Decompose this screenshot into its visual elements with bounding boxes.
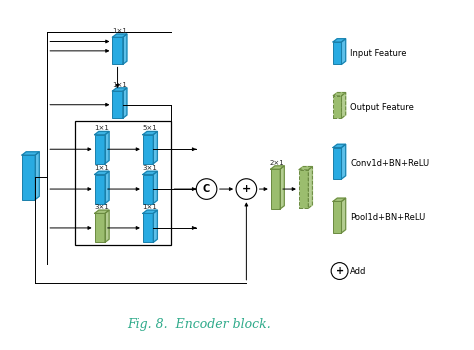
Bar — [112, 91, 123, 118]
Polygon shape — [153, 210, 157, 243]
Text: 1×1: 1×1 — [112, 28, 127, 34]
Text: Pool1d+BN+ReLU: Pool1d+BN+ReLU — [350, 213, 426, 222]
Polygon shape — [105, 210, 109, 243]
Bar — [271, 169, 280, 209]
Text: Add: Add — [350, 267, 367, 275]
Polygon shape — [95, 132, 109, 135]
Circle shape — [331, 262, 348, 279]
Polygon shape — [35, 152, 39, 200]
Polygon shape — [112, 88, 127, 91]
Bar — [143, 175, 153, 204]
Polygon shape — [22, 152, 39, 155]
Text: +: + — [242, 184, 251, 194]
Text: Input Feature: Input Feature — [350, 49, 407, 58]
Text: 5×1: 5×1 — [143, 125, 157, 132]
Text: 3×1: 3×1 — [142, 165, 157, 171]
Bar — [333, 96, 341, 118]
Bar — [95, 175, 105, 204]
Polygon shape — [333, 92, 346, 96]
Polygon shape — [153, 171, 157, 204]
Polygon shape — [341, 198, 346, 233]
Text: +: + — [336, 266, 344, 276]
Bar — [333, 42, 341, 64]
Polygon shape — [341, 144, 346, 179]
Polygon shape — [143, 171, 157, 175]
Text: 2×1: 2×1 — [270, 160, 285, 166]
Bar — [22, 155, 35, 200]
Text: Conv1d+BN+ReLU: Conv1d+BN+ReLU — [350, 159, 429, 168]
Bar — [75, 121, 172, 245]
Polygon shape — [341, 92, 346, 118]
Polygon shape — [153, 132, 157, 164]
Polygon shape — [105, 132, 109, 164]
Polygon shape — [333, 198, 346, 201]
Text: 1×1: 1×1 — [112, 82, 127, 88]
Polygon shape — [308, 167, 312, 208]
Polygon shape — [280, 166, 284, 209]
Bar — [333, 201, 341, 233]
Text: 1×1: 1×1 — [94, 125, 109, 132]
Polygon shape — [143, 210, 157, 214]
Bar — [299, 170, 308, 208]
Polygon shape — [333, 144, 346, 148]
Polygon shape — [123, 88, 127, 118]
Polygon shape — [95, 171, 109, 175]
Circle shape — [196, 179, 217, 199]
Polygon shape — [333, 39, 346, 42]
Bar — [333, 148, 341, 179]
Text: Output Feature: Output Feature — [350, 103, 414, 112]
Polygon shape — [123, 34, 127, 64]
Polygon shape — [112, 34, 127, 37]
Bar — [95, 214, 105, 243]
Polygon shape — [95, 210, 109, 214]
Bar — [95, 135, 105, 164]
Polygon shape — [271, 166, 284, 169]
Text: 3×1: 3×1 — [94, 204, 109, 210]
Text: Fig. 8.  Encoder block.: Fig. 8. Encoder block. — [128, 318, 272, 331]
Bar — [143, 135, 153, 164]
Bar — [143, 214, 153, 243]
Text: C: C — [203, 184, 210, 194]
Polygon shape — [299, 167, 312, 170]
Polygon shape — [143, 132, 157, 135]
Polygon shape — [341, 39, 346, 64]
Text: 1×1: 1×1 — [142, 204, 157, 210]
Polygon shape — [105, 171, 109, 204]
Bar — [112, 37, 123, 64]
Text: 1×1: 1×1 — [94, 165, 109, 171]
Circle shape — [236, 179, 257, 199]
